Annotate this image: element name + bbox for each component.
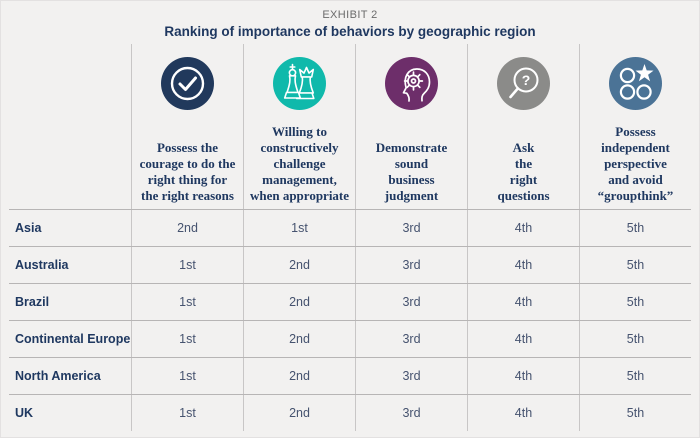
exhibit-label: EXHIBIT 2 [322, 9, 378, 21]
column-header-challenge: Willing to constructively challenge mana… [243, 44, 355, 209]
column-header-label: Possess the courage to do the right thin… [139, 140, 236, 203]
rank-cell: 1st [131, 247, 243, 283]
rank-cell: 2nd [243, 284, 355, 320]
rank-cell: 1st [131, 395, 243, 431]
region-label: Australia [15, 258, 69, 272]
rank-cell: 4th [467, 247, 579, 283]
rank-cell: 5th [579, 284, 691, 320]
region-label: Asia [15, 221, 42, 235]
table-row: Asia 2nd 1st 3rd 4th 5th [9, 209, 691, 246]
table-row: UK 1st 2nd 3rd 4th 5th [9, 394, 691, 431]
column-header-label: Demonstrate sound business judgment [375, 140, 448, 203]
rank-cell: 3rd [355, 210, 467, 246]
table-row: Continental Europe 1st 2nd 3rd 4th 5th [9, 320, 691, 357]
column-header-label: Ask the right questions [497, 140, 550, 203]
page-title: Ranking of importance of behaviors by ge… [164, 24, 536, 39]
region-label: Brazil [15, 295, 50, 309]
column-header-questions: ? Ask the right questions [467, 44, 579, 209]
rank-cell: 3rd [355, 247, 467, 283]
table-header-row: Possess the courage to do the right thin… [9, 44, 691, 209]
rank-cell: 5th [579, 247, 691, 283]
rank-cell: 1st [243, 210, 355, 246]
head-gear-icon [385, 57, 438, 110]
rank-cell: 5th [579, 395, 691, 431]
magnifier-question-icon: ? [497, 57, 550, 110]
svg-text:?: ? [522, 72, 531, 88]
rank-cell: 5th [579, 210, 691, 246]
rank-cell: 4th [467, 284, 579, 320]
rank-cell: 1st [131, 284, 243, 320]
rank-cell: 2nd [243, 395, 355, 431]
chess-pieces-icon [273, 57, 326, 110]
rank-cell: 4th [467, 210, 579, 246]
corner-cell [9, 44, 131, 209]
table-body: Asia 2nd 1st 3rd 4th 5th Australia 1st 2nd 3rd 4th… [9, 209, 691, 431]
rank-cell: 2nd [243, 358, 355, 394]
rank-cell: 3rd [355, 395, 467, 431]
rank-cell: 3rd [355, 321, 467, 357]
ranking-table: Possess the courage to do the right thin… [9, 44, 691, 431]
rank-cell: 5th [579, 321, 691, 357]
column-header-label: Willing to constructively challenge mana… [249, 124, 350, 203]
region-label: Continental Europe [15, 332, 131, 346]
check-circle-icon [161, 57, 214, 110]
region-label: UK [15, 406, 34, 420]
title-block: EXHIBIT 2 Ranking of importance of behav… [1, 1, 699, 39]
rank-cell: 2nd [243, 321, 355, 357]
rank-cell: 2nd [131, 210, 243, 246]
rank-cell: 3rd [355, 358, 467, 394]
column-header-independent: Possess independent perspective and avoi… [579, 44, 691, 209]
rank-cell: 2nd [243, 247, 355, 283]
column-header-courage: Possess the courage to do the right thin… [131, 44, 243, 209]
rank-cell: 1st [131, 321, 243, 357]
table-row: Brazil 1st 2nd 3rd 4th 5th [9, 283, 691, 320]
rank-cell: 1st [131, 358, 243, 394]
region-label: North America [15, 369, 101, 383]
table-row: North America 1st 2nd 3rd 4th 5th [9, 357, 691, 394]
rank-cell: 4th [467, 395, 579, 431]
column-header-judgment: Demonstrate sound business judgment [355, 44, 467, 209]
rank-cell: 4th [467, 321, 579, 357]
circles-star-icon [609, 57, 662, 110]
rank-cell: 5th [579, 358, 691, 394]
column-header-label: Possess independent perspective and avoi… [597, 124, 674, 203]
table-row: Australia 1st 2nd 3rd 4th 5th [9, 246, 691, 283]
rank-cell: 3rd [355, 284, 467, 320]
rank-cell: 4th [467, 358, 579, 394]
